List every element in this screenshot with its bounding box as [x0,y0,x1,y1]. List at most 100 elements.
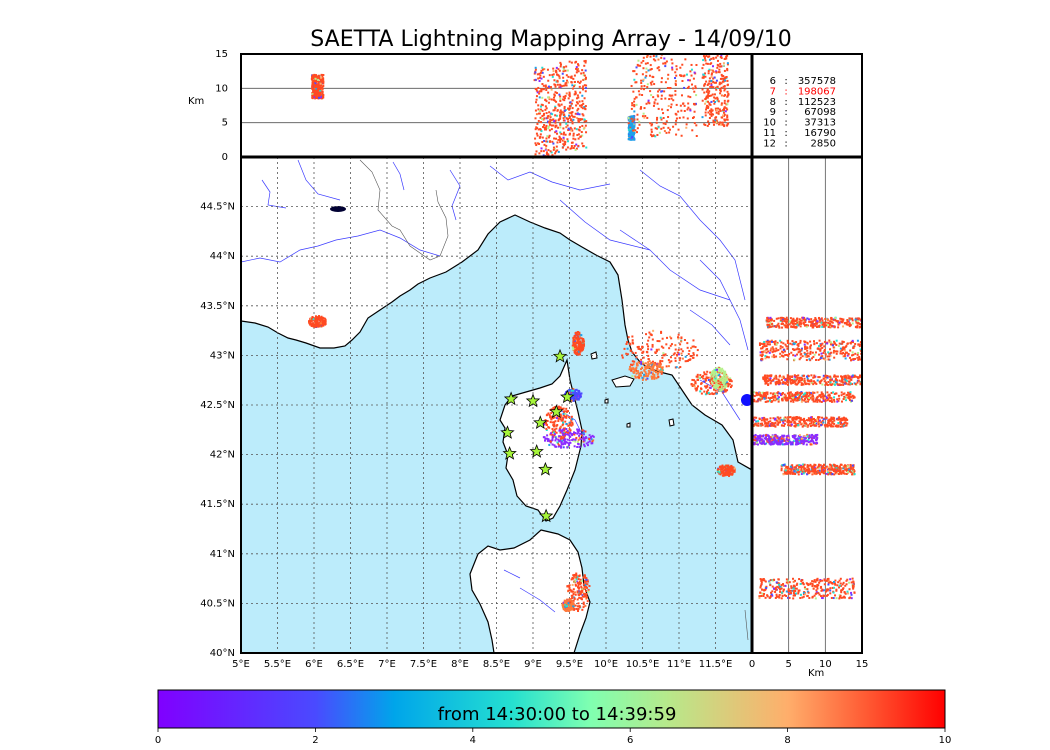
source-point [796,376,799,379]
source-point [710,373,713,376]
source-point [551,421,554,424]
source-point [569,441,572,444]
source-point [578,353,581,356]
source-point [711,72,714,75]
source-point [716,470,719,473]
source-point [564,94,567,97]
source-point [845,351,848,354]
source-point [674,90,677,93]
source-point [584,108,587,111]
source-point [728,474,731,477]
source-point [581,94,584,97]
source-point [821,342,824,345]
source-point [648,336,651,339]
source-point [717,387,720,390]
station-star-icon [533,415,548,429]
source-point [537,77,540,80]
source-point [722,114,725,117]
source-point [569,431,572,434]
source-point [683,74,686,77]
source-point [713,121,716,124]
source-point [707,111,710,114]
source-point [670,58,673,61]
source-point [731,466,734,469]
source-point [727,384,730,387]
source-point [719,62,722,65]
source-point [777,391,780,394]
source-point [718,83,721,86]
source-point [776,416,779,419]
source-point [663,90,666,93]
source-point [652,104,655,107]
source-point [781,346,784,349]
source-point [833,375,836,378]
source-point [645,378,648,381]
source-point [705,392,708,395]
source-point [539,71,542,74]
source-point [662,352,665,355]
source-point [723,390,726,393]
source-point [652,76,655,79]
source-point [858,345,861,348]
source-point [536,122,539,125]
source-point [664,65,667,68]
source-point [652,134,655,137]
source-point [693,90,696,93]
source-point [720,54,723,57]
source-point [763,344,766,347]
histogram-altitude: 9 [770,107,776,118]
source-point [661,366,664,369]
source-point [812,400,815,403]
source-point [719,465,722,468]
source-column [310,73,325,100]
source-point [563,144,566,147]
source-point [552,118,555,121]
rivers [241,159,749,613]
source-point [842,381,845,384]
source-point [630,122,633,125]
source-point [796,378,799,381]
source-point [713,388,716,391]
source-point [709,113,712,116]
source-point [780,319,783,322]
source-point [696,378,699,381]
source-point [632,363,635,366]
source-point [711,65,714,68]
source-point [653,373,656,376]
histogram-separator: : [784,128,787,139]
source-point [706,89,709,92]
source-point [789,416,792,419]
source-point [676,351,679,354]
source-point [569,599,572,602]
source-point [821,325,824,328]
source-point [833,422,836,425]
source-point [581,100,584,103]
source-point [562,427,565,430]
source-point [714,100,717,103]
source-point [585,76,588,79]
source-point [687,79,690,82]
source-point [710,75,713,78]
source-point [562,412,565,415]
source-point [316,83,319,86]
source-point [778,326,781,329]
source-point [570,76,573,79]
source-point [650,375,653,378]
source-point [703,380,706,383]
station-star-icon [560,389,575,404]
source-point [537,86,540,89]
source-point [714,369,717,372]
source-point [710,85,713,88]
source-point [823,321,826,324]
source-point [775,377,778,380]
source-point [538,92,541,95]
source-point [846,396,849,399]
source-point [665,343,668,346]
source-point [570,81,573,84]
source-point [572,115,575,118]
source-point [723,102,726,105]
source-point [640,79,643,82]
source-point [718,68,721,71]
source-point [557,74,560,77]
source-point [662,346,665,349]
